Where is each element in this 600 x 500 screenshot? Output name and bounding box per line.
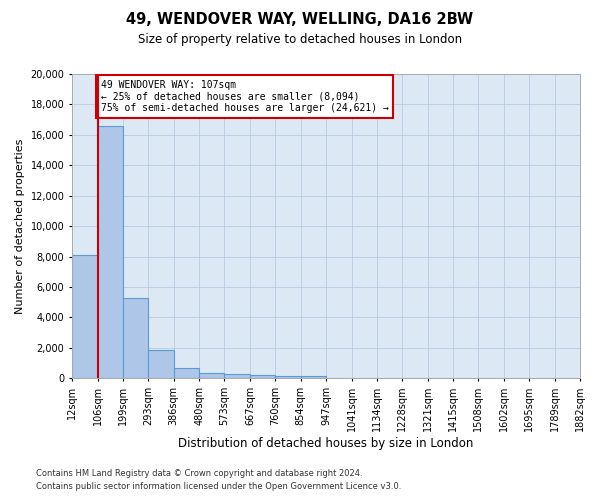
Text: 49 WENDOVER WAY: 107sqm
← 25% of detached houses are smaller (8,094)
75% of semi: 49 WENDOVER WAY: 107sqm ← 25% of detache… (101, 80, 388, 114)
Y-axis label: Number of detached properties: Number of detached properties (15, 138, 25, 314)
Bar (123, 298, 148, 378)
Bar (98, 126, 123, 378)
Bar (199, 373, 224, 378)
Bar (148, 350, 173, 378)
Bar (224, 374, 250, 378)
Bar (72, 255, 98, 378)
Text: 49, WENDOVER WAY, WELLING, DA16 2BW: 49, WENDOVER WAY, WELLING, DA16 2BW (127, 12, 473, 28)
Text: Contains public sector information licensed under the Open Government Licence v3: Contains public sector information licen… (36, 482, 401, 491)
Text: Contains HM Land Registry data © Crown copyright and database right 2024.: Contains HM Land Registry data © Crown c… (36, 468, 362, 477)
Bar (301, 376, 326, 378)
Text: Size of property relative to detached houses in London: Size of property relative to detached ho… (138, 32, 462, 46)
Bar (275, 376, 301, 378)
Bar (173, 368, 199, 378)
X-axis label: Distribution of detached houses by size in London: Distribution of detached houses by size … (178, 437, 474, 450)
Bar (250, 375, 275, 378)
